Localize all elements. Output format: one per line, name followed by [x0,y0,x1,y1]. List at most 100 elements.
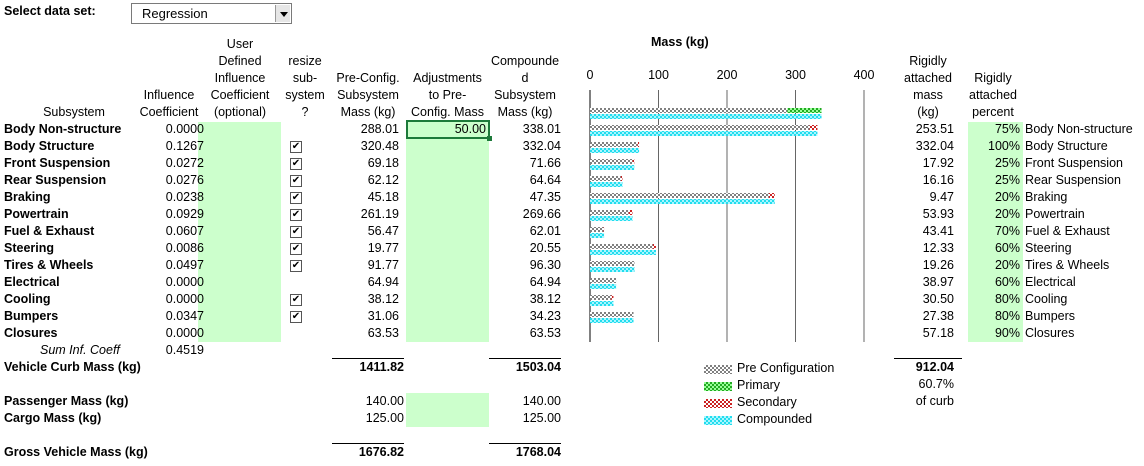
divider [332,443,404,444]
cargo-label: Cargo Mass (kg) [4,411,102,425]
influence-coef: 0.0276 [165,173,204,187]
rigid-percent[interactable]: 70% [994,224,1020,238]
dataset-value: Regression [142,6,208,21]
resize-checkbox[interactable]: ✔ [290,260,302,272]
curb-pct-note: of curb [915,394,954,408]
adjustment-value[interactable] [406,257,486,274]
adjustment-value[interactable] [406,240,486,257]
rigid-percent[interactable]: 80% [994,292,1020,306]
legend-label: Pre Configuration [737,361,835,375]
adjustment-value[interactable] [406,189,486,206]
preconfig-mass: 62.12 [367,173,399,187]
legend-label: Primary [737,378,781,392]
bar-preconfig [590,176,621,181]
header-influence: Influence Coefficient [139,88,199,119]
resize-checkbox[interactable]: ✔ [290,226,302,238]
rigid-mass: 17.92 [922,156,954,170]
payload-adjust-cells[interactable] [406,393,489,427]
row-label-right: Braking [1025,190,1068,204]
bar-compounded [590,114,822,119]
curb-pre: 1411.82 [359,360,405,374]
subsystem-name: Bumpers [4,309,59,323]
rigid-percent[interactable]: 90% [994,326,1020,340]
adjustment-value[interactable] [406,206,486,223]
subsystem-name: Body Non-structure [4,122,122,136]
legend-swatch [704,399,732,408]
rigid-percent[interactable]: 25% [994,156,1020,170]
adjustment-value[interactable] [406,155,486,172]
subsystem-name: Closures [4,326,58,340]
user-coef-column[interactable] [198,122,281,342]
compounded-mass: 71.66 [529,156,561,170]
adjustment-value[interactable] [406,325,486,342]
adjustment-value[interactable]: 50.00 [454,122,486,136]
compounded-mass: 64.64 [529,173,561,187]
rigid-percent[interactable]: 20% [994,207,1020,221]
divider [894,358,962,359]
preconfig-mass: 91.77 [367,258,399,272]
preconfig-mass: 69.18 [367,156,399,170]
rigid-percent[interactable]: 100% [988,139,1020,153]
bar-preconfig [590,312,634,317]
selected-cell[interactable] [406,120,492,141]
adjustment-value[interactable] [406,308,486,325]
bar-secondary [768,193,775,198]
rigid-percent[interactable]: 80% [994,309,1020,323]
adjustment-value[interactable] [406,291,486,308]
resize-checkbox[interactable]: ✔ [290,209,302,221]
compounded-mass: 96.30 [529,258,561,272]
divider [489,358,561,359]
resize-checkbox[interactable]: ✔ [290,311,302,323]
rigid-mass: 43.41 [922,224,954,238]
influence-coef: 0.0238 [165,190,204,204]
rigid-percent[interactable]: 75% [994,122,1020,136]
adjustments-column[interactable] [406,122,489,342]
resize-checkbox[interactable]: ✔ [290,294,302,306]
resize-checkbox[interactable]: ✔ [290,158,302,170]
bar-compounded [590,301,614,306]
rigid-percent[interactable]: 20% [994,258,1020,272]
resize-checkbox[interactable]: ✔ [290,192,302,204]
bar-secondary [611,295,614,300]
dataset-dropdown[interactable]: Regression [131,3,292,24]
rigid-percent[interactable]: 60% [994,241,1020,255]
sum-inf-label: Sum Inf. Coeff [40,343,120,357]
chevron-down-icon[interactable] [275,5,290,22]
rigid-percent-column[interactable] [968,122,1023,342]
compounded-mass: 62.01 [529,224,561,238]
tick-label: 200 [716,68,738,82]
bar-secondary [603,227,605,232]
sum-inf-value: 0.4519 [165,343,204,357]
rigid-mass: 30.50 [922,292,954,306]
resize-checkbox[interactable]: ✔ [290,243,302,255]
tick-label: 400 [853,68,875,82]
influence-coef: 0.0086 [165,241,204,255]
rigid-mass: 9.47 [929,190,954,204]
bar-compounded [590,182,623,187]
influence-coef: 0.0272 [165,156,204,170]
bar-compounded [590,131,818,136]
bar-preconfig [590,159,633,164]
bar-preconfig [590,295,612,300]
adjustment-value[interactable] [406,274,486,291]
dataset-label: Select data set: [4,4,96,18]
bar-compounded [590,165,635,170]
rigid-percent[interactable]: 60% [994,275,1020,289]
bar-compounded [590,318,634,323]
row-label-right: Cooling [1025,292,1068,306]
rigid-percent[interactable]: 20% [994,190,1020,204]
adjustment-value[interactable] [406,138,486,155]
rigid-mass: 12.33 [922,241,954,255]
rigid-mass: 253.51 [915,122,954,136]
rigid-percent[interactable]: 25% [994,173,1020,187]
bar-secondary [637,142,640,147]
resize-checkbox[interactable]: ✔ [290,141,302,153]
curb-label: Vehicle Curb Mass (kg) [4,360,141,374]
adjustment-value[interactable] [406,172,486,189]
influence-coef: 0.0607 [165,224,204,238]
adjustment-value[interactable] [406,223,486,240]
influence-coef: 0.0000 [165,292,204,306]
header-subsystem: Subsystem [43,105,105,119]
bar-preconfig [590,108,788,113]
resize-checkbox[interactable]: ✔ [290,175,302,187]
